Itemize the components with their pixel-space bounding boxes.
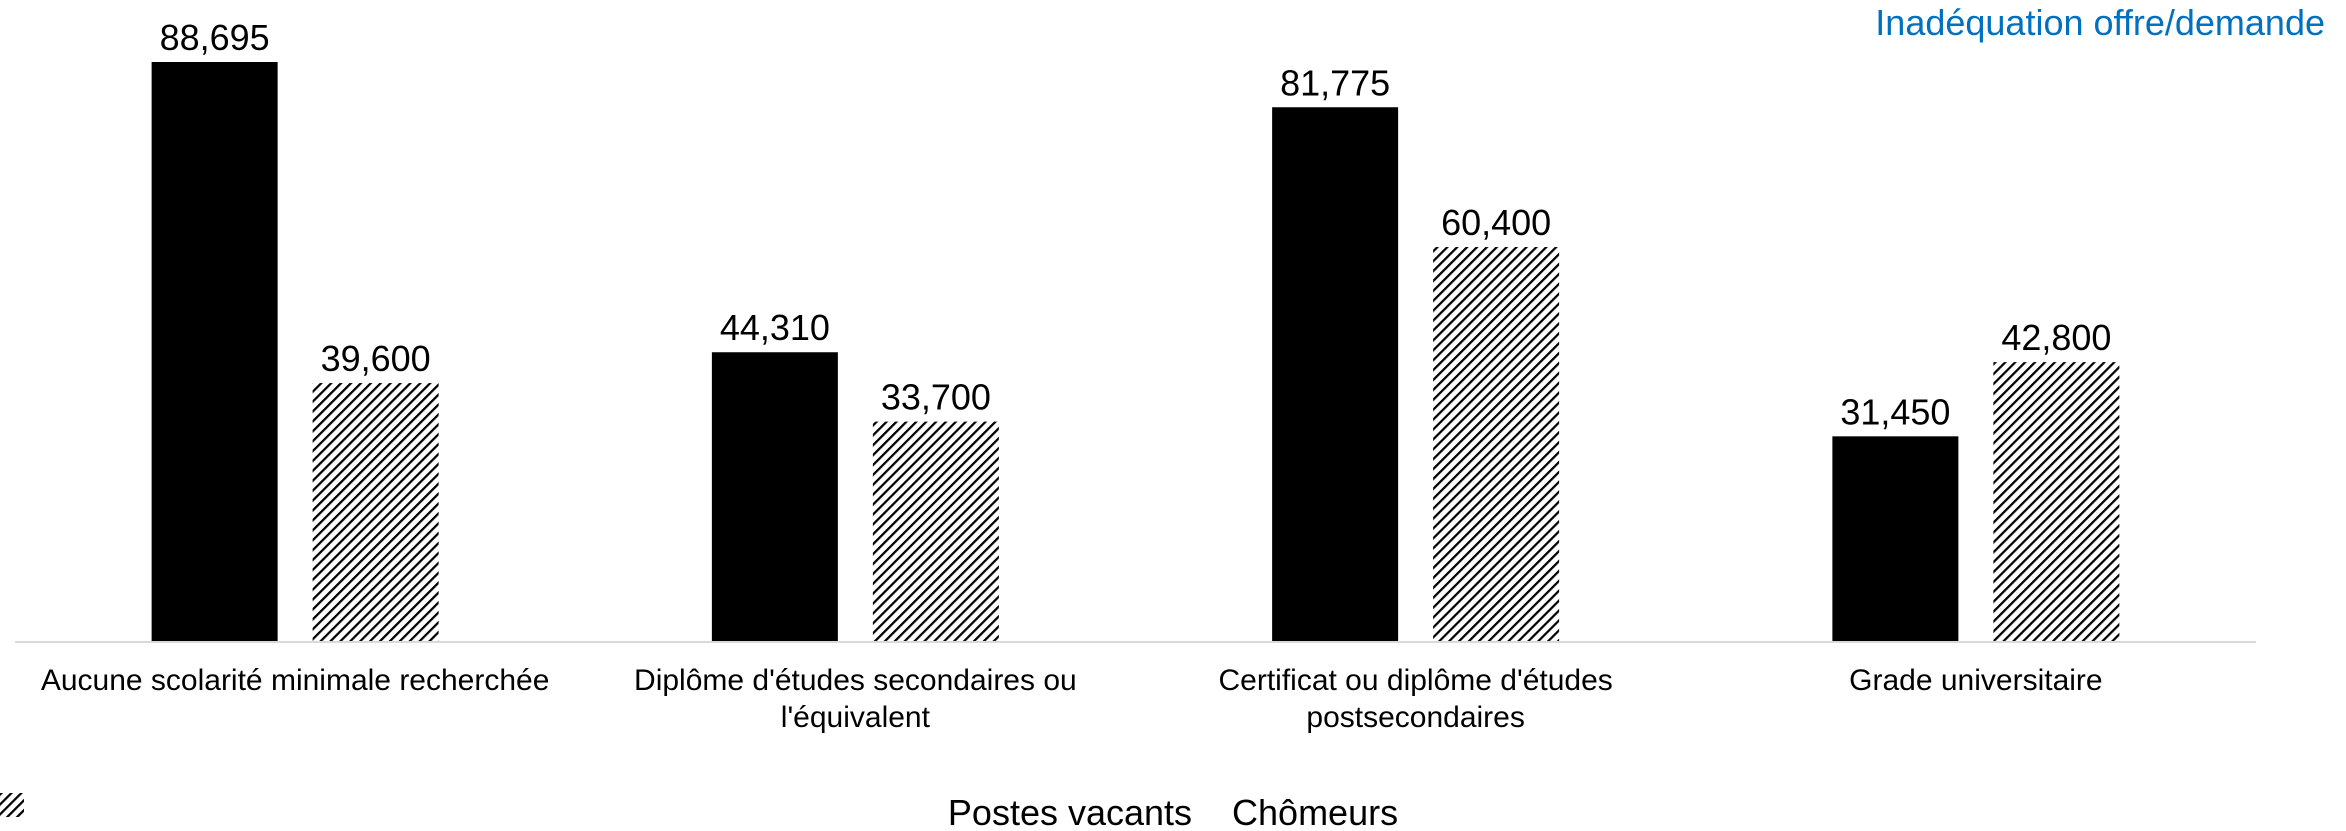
bar — [1993, 362, 2120, 642]
data-label: 31,450 — [1840, 391, 1950, 432]
legend-label: Chômeurs — [1232, 792, 1399, 831]
bar — [1272, 107, 1399, 642]
bar — [151, 62, 278, 642]
legend-label: Postes vacants — [947, 792, 1193, 831]
data-label: 42,800 — [2001, 317, 2111, 358]
data-label: 33,700 — [881, 377, 991, 418]
x-tick-label: Certificat ou diplôme d'études postsecon… — [1218, 664, 1613, 734]
data-label: 88,695 — [160, 17, 270, 58]
data-label: 39,600 — [321, 338, 431, 379]
data-label: 44,310 — [720, 307, 830, 348]
bar — [1433, 247, 1560, 642]
legend-item: Postes vacants — [0, 792, 1193, 831]
data-label: 81,775 — [1280, 62, 1390, 103]
legend: Postes vacants Chômeurs — [0, 793, 2346, 831]
bar — [1832, 436, 1959, 642]
chart-title: Inadéquation offre/demande — [1875, 2, 2325, 43]
legend-swatch — [0, 793, 24, 817]
legend-swatch-fill — [0, 793, 24, 817]
bar — [312, 383, 439, 642]
x-tick-label: Aucune scolarité minimale recherchée — [40, 664, 550, 697]
bar — [872, 421, 999, 642]
x-tick-label: Grade universitaire — [1849, 664, 2103, 697]
x-tick-label: Diplôme d'études secondaires ou l'équiva… — [634, 664, 1077, 734]
bar — [711, 352, 838, 642]
legend-item: Chômeurs — [0, 792, 1399, 831]
data-label: 60,400 — [1441, 202, 1551, 243]
